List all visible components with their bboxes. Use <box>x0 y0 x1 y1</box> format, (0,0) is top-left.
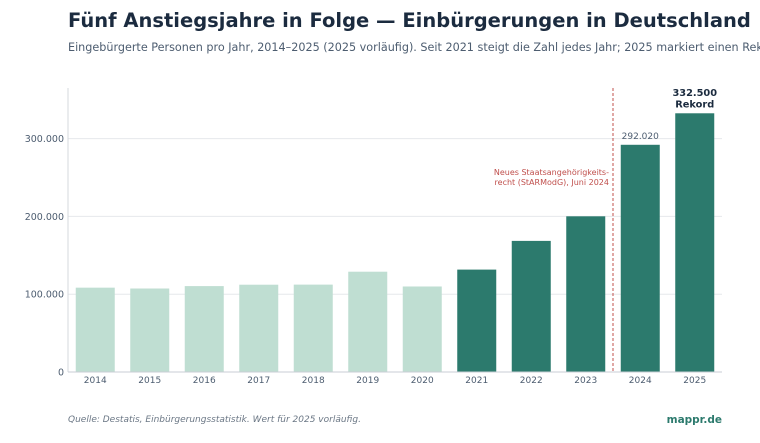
x-tick-label: 2024 <box>629 376 652 386</box>
x-tick-label: 2021 <box>465 376 488 386</box>
bar-2024 <box>620 144 660 372</box>
brand-logo-text: mappr.de <box>666 414 722 426</box>
bars <box>75 113 715 373</box>
bar-2018 <box>293 284 333 372</box>
y-tick-label: 300.000 <box>25 134 64 145</box>
x-tick-label: 2022 <box>520 376 543 386</box>
annotation-text: Neues Staatsangehörigkeits- <box>494 168 609 177</box>
bar-2020 <box>402 286 442 372</box>
x-tick-label: 2019 <box>356 376 379 386</box>
x-tick-label: 2017 <box>247 376 270 386</box>
source-note: Quelle: Destatis, Einbürgerungsstatistik… <box>68 415 361 425</box>
annotation-text: recht (StARModG), Juni 2024 <box>495 178 609 187</box>
y-tick-label: 100.000 <box>25 290 64 301</box>
bar-2022 <box>511 240 551 372</box>
x-tick-label: 2023 <box>574 376 597 386</box>
bar-2023 <box>566 216 606 372</box>
y-tick-label: 200.000 <box>25 212 64 223</box>
y-tick-label: 0 <box>58 368 64 379</box>
x-tick-label: 2014 <box>84 376 107 386</box>
policy-annotation: Neues Staatsangehörigkeits-recht (StARMo… <box>494 88 614 372</box>
x-tick-label: 2015 <box>138 376 161 386</box>
chart-title: Fünf Anstiegsjahre in Folge — Einbürgeru… <box>68 9 751 32</box>
data-label: 292.020 <box>622 132 659 142</box>
bar-2021 <box>457 269 497 372</box>
bar-2015 <box>130 288 170 372</box>
axes: 0 100.000 200.000 300.000 2014 2015 2016 2017 20… <box>25 88 722 386</box>
x-tick-label: 2020 <box>411 376 434 386</box>
data-label: Rekord <box>675 99 714 110</box>
chart-subtitle: Eingebürgerte Personen pro Jahr, 2014–20… <box>68 41 760 54</box>
bar-2025 <box>675 113 715 373</box>
x-tick-label: 2018 <box>302 376 325 386</box>
x-tick-label: 2016 <box>193 376 216 386</box>
bar-2017 <box>239 284 279 372</box>
x-tick-label: 2025 <box>683 376 706 386</box>
bar-2019 <box>348 271 388 372</box>
bar-2014 <box>75 287 115 372</box>
data-label: 332.500 <box>672 88 717 99</box>
bar-2016 <box>184 286 224 372</box>
